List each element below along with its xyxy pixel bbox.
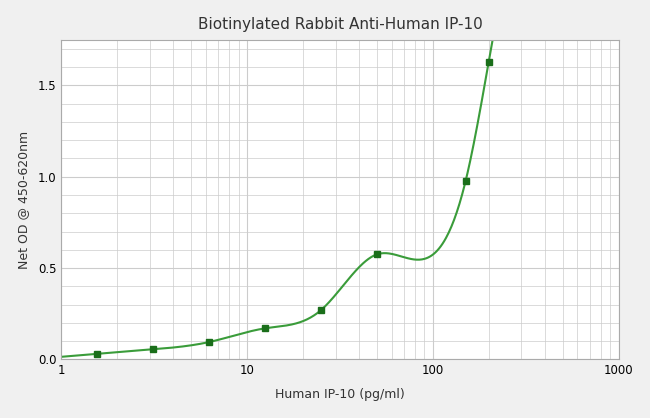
Title: Biotinylated Rabbit Anti-Human IP-10: Biotinylated Rabbit Anti-Human IP-10 [198, 17, 482, 32]
X-axis label: Human IP-10 (pg/ml): Human IP-10 (pg/ml) [275, 388, 405, 401]
Y-axis label: Net OD @ 450-620nm: Net OD @ 450-620nm [17, 130, 30, 269]
